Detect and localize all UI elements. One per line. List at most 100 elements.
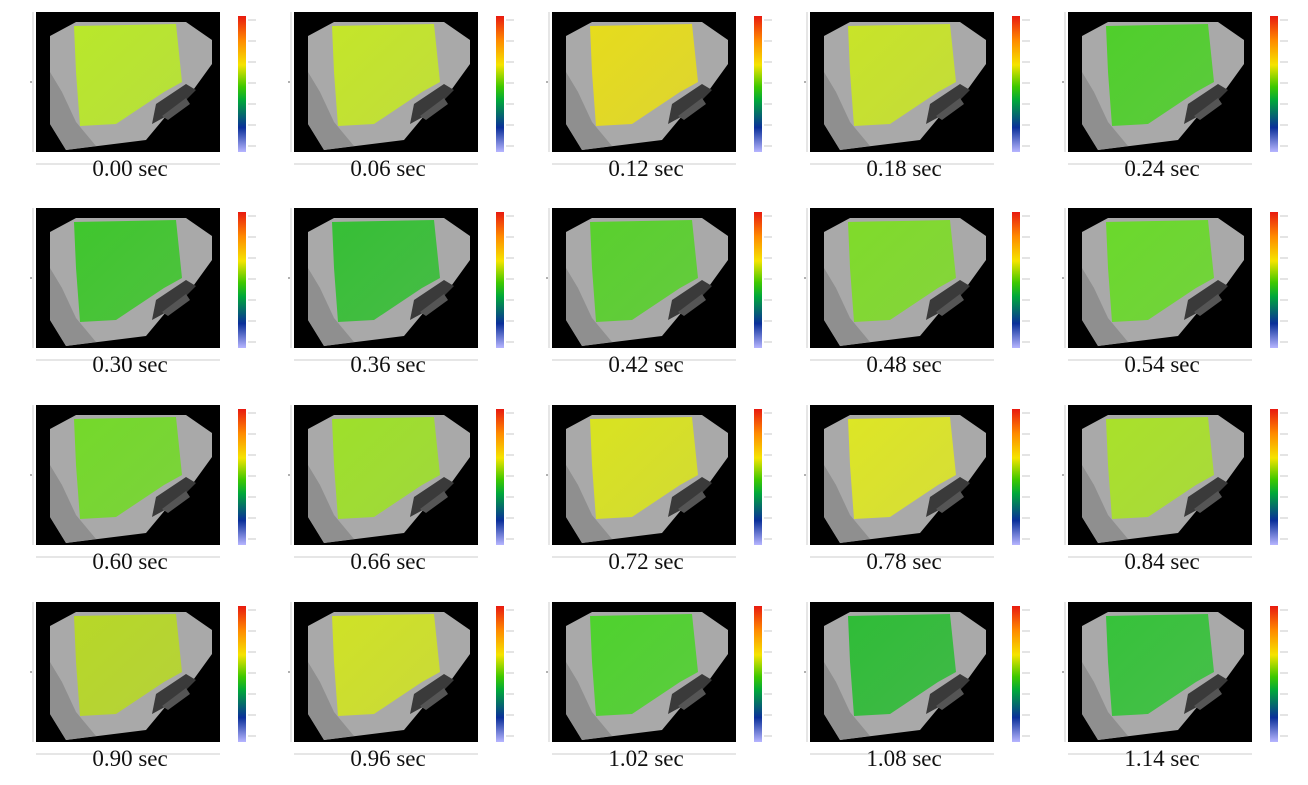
x-axis xyxy=(36,547,220,558)
time-label: 0.30 sec xyxy=(92,352,168,377)
heatmap-image xyxy=(810,208,994,348)
y-axis xyxy=(30,208,34,348)
heatmap-image xyxy=(294,208,478,348)
y-axis xyxy=(804,12,808,152)
frame-cell: 0.60 sec xyxy=(0,393,258,585)
heatmap-image xyxy=(36,12,220,152)
colorbar xyxy=(238,606,246,742)
x-axis xyxy=(294,547,478,558)
colorbar xyxy=(1012,606,1020,742)
colorbar xyxy=(496,212,504,348)
frame-cell: 0.00 sec xyxy=(0,0,258,192)
frame-cell: 0.42 sec xyxy=(516,196,774,388)
frame-cell: 0.90 sec xyxy=(0,590,258,782)
y-axis xyxy=(546,405,550,545)
colorbar-ticks xyxy=(764,409,774,545)
colorbar xyxy=(1012,16,1020,152)
frame-cell: 1.14 sec xyxy=(1032,590,1290,782)
colorbar-ticks xyxy=(248,212,258,348)
x-axis xyxy=(810,154,994,165)
y-axis xyxy=(1062,12,1066,152)
time-label: 0.18 sec xyxy=(866,156,942,181)
x-axis xyxy=(36,744,220,755)
colorbar-ticks xyxy=(248,16,258,152)
frame-cell: 0.78 sec xyxy=(774,393,1032,585)
colorbar-ticks xyxy=(1280,212,1290,348)
x-axis xyxy=(552,547,736,558)
y-axis xyxy=(804,602,808,742)
frame-cell: 1.02 sec xyxy=(516,590,774,782)
heatmap-image xyxy=(552,208,736,348)
heatmap-image xyxy=(294,405,478,545)
y-axis xyxy=(288,208,292,348)
time-label: 0.48 sec xyxy=(866,352,942,377)
time-label: 0.78 sec xyxy=(866,549,942,574)
colorbar xyxy=(754,16,762,152)
frame-cell: 1.08 sec xyxy=(774,590,1032,782)
y-axis xyxy=(546,602,550,742)
time-label: 0.90 sec xyxy=(92,746,168,771)
x-axis xyxy=(1068,744,1252,755)
x-axis xyxy=(1068,547,1252,558)
colorbar xyxy=(1270,409,1278,545)
y-axis xyxy=(804,208,808,348)
colorbar-ticks xyxy=(1022,606,1032,742)
time-label: 0.54 sec xyxy=(1124,352,1200,377)
frame-cell: 0.30 sec xyxy=(0,196,258,388)
x-axis xyxy=(294,744,478,755)
colorbar xyxy=(1270,212,1278,348)
colorbar xyxy=(238,409,246,545)
x-axis xyxy=(294,350,478,361)
x-axis xyxy=(810,547,994,558)
frame-cell: 0.84 sec xyxy=(1032,393,1290,585)
colorbar-ticks xyxy=(1022,212,1032,348)
time-label: 0.36 sec xyxy=(350,352,426,377)
y-axis xyxy=(30,405,34,545)
heatmap-image xyxy=(294,602,478,742)
colorbar xyxy=(754,409,762,545)
colorbar xyxy=(1270,16,1278,152)
time-label: 0.84 sec xyxy=(1124,549,1200,574)
heatmap-image xyxy=(552,405,736,545)
colorbar-ticks xyxy=(506,409,516,545)
heatmap-image xyxy=(810,602,994,742)
heatmap-image xyxy=(1068,602,1252,742)
heatmap-image xyxy=(552,602,736,742)
heatmap-image xyxy=(294,12,478,152)
time-label: 0.12 sec xyxy=(608,156,684,181)
y-axis xyxy=(1062,602,1066,742)
heatmap-image xyxy=(36,405,220,545)
heatmap-image xyxy=(1068,208,1252,348)
frame-cell: 0.12 sec xyxy=(516,0,774,192)
frame-cell: 0.72 sec xyxy=(516,393,774,585)
y-axis xyxy=(288,12,292,152)
y-axis xyxy=(30,602,34,742)
time-label: 0.06 sec xyxy=(350,156,426,181)
frame-cell: 0.96 sec xyxy=(258,590,516,782)
colorbar-ticks xyxy=(506,212,516,348)
y-axis xyxy=(546,12,550,152)
colorbar-ticks xyxy=(1280,606,1290,742)
x-axis xyxy=(36,350,220,361)
frame-cell: 0.24 sec xyxy=(1032,0,1290,192)
y-axis xyxy=(30,12,34,152)
time-label: 1.14 sec xyxy=(1124,746,1200,771)
x-axis xyxy=(552,744,736,755)
colorbar-ticks xyxy=(248,409,258,545)
frame-cell: 0.18 sec xyxy=(774,0,1032,192)
frame-cell: 0.06 sec xyxy=(258,0,516,192)
heatmap-image xyxy=(1068,405,1252,545)
colorbar-ticks xyxy=(506,606,516,742)
y-axis xyxy=(288,405,292,545)
frame-cell: 0.66 sec xyxy=(258,393,516,585)
x-axis xyxy=(1068,154,1252,165)
time-label: 0.24 sec xyxy=(1124,156,1200,181)
y-axis xyxy=(546,208,550,348)
colorbar-ticks xyxy=(764,212,774,348)
x-axis xyxy=(36,154,220,165)
colorbar xyxy=(1270,606,1278,742)
time-label: 0.42 sec xyxy=(608,352,684,377)
x-axis xyxy=(552,350,736,361)
colorbar-ticks xyxy=(1022,409,1032,545)
